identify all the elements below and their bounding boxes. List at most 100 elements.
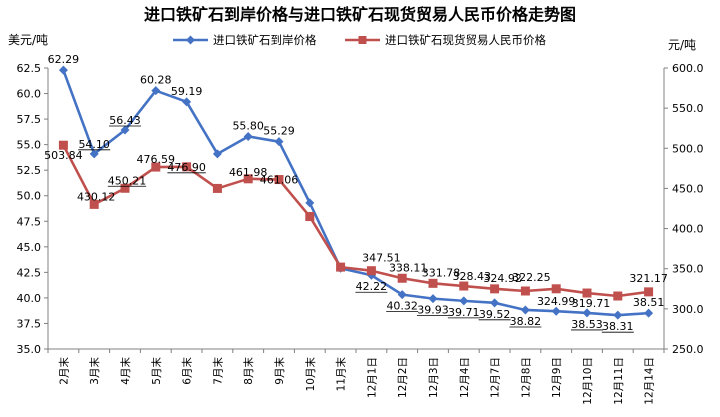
data-point-fob: [212, 149, 222, 159]
data-point-rmb: [58, 140, 68, 150]
data-point-fob: [89, 149, 99, 159]
left-tick-label: 35.0: [17, 343, 42, 356]
x-tick-label: 5月末: [150, 357, 163, 385]
data-point-rmb: [397, 273, 407, 283]
data-label-rmb: 476.59: [137, 153, 176, 166]
data-point-fob: [520, 305, 530, 315]
data-point-fob: [582, 308, 592, 318]
left-tick-label: 52.5: [17, 164, 42, 177]
data-label-rmb: 324.92: [483, 272, 522, 285]
left-tick-label: 42.5: [17, 266, 42, 279]
data-label-fob: 39.93: [417, 304, 449, 317]
data-label-fob: 42.22: [356, 280, 388, 293]
data-point-fob: [151, 86, 161, 96]
data-label-fob: 55.29: [263, 125, 295, 138]
data-point-rmb: [613, 291, 623, 301]
data-label-fob: 54.10: [78, 138, 110, 151]
left-tick-label: 62.5: [17, 62, 42, 75]
right-tick-label: 400.0: [672, 223, 704, 236]
x-tick-label: 4月末: [119, 357, 132, 385]
series-lines: [62, 69, 649, 317]
data-point-fob: [120, 125, 130, 135]
data-point-rmb: [120, 183, 130, 193]
data-point-fob: [613, 310, 623, 320]
legend-label-fob: 进口铁矿石到岸价格: [213, 33, 317, 47]
data-label-fob: 40.32: [386, 300, 418, 313]
data-label-fob: 60.28: [140, 74, 172, 87]
data-point-rmb: [644, 287, 654, 297]
data-label-fob: 59.19: [171, 85, 203, 98]
right-tick-label: 350.0: [672, 263, 704, 276]
left-tick-label: 57.5: [17, 113, 42, 126]
data-label-rmb: 322.25: [512, 271, 551, 284]
data-point-fob: [58, 65, 68, 75]
x-tick-label: 12月3日: [428, 357, 440, 398]
data-point-rmb: [89, 199, 99, 209]
data-point-rmb: [520, 286, 530, 296]
data-label-fob: 39.71: [448, 306, 480, 319]
x-axis-ticks: 2月末 3月末 4月末 5月末 6月末 7月末 8月末 9月末 10月末 11月末 12月1日 12月…: [47, 349, 665, 405]
data-point-rmb: [151, 162, 161, 172]
data-point-rmb: [551, 284, 561, 294]
x-tick-label: 11月末: [335, 357, 348, 392]
legend-label-rmb: 进口铁矿石现货贸易人民币价格: [385, 33, 546, 47]
left-tick-label: 45.0: [17, 241, 42, 254]
data-point-rmb: [212, 183, 222, 193]
data-point-fob: [428, 294, 438, 304]
data-label-fob: 38.51: [633, 296, 665, 309]
data-point-fob: [644, 308, 654, 318]
right-tick-label: 250.0: [672, 343, 704, 356]
data-point-rmb: [459, 281, 469, 291]
x-tick-label: 12月2日: [397, 357, 409, 398]
data-point-rmb: [428, 278, 438, 288]
x-tick-label: 12月14日: [644, 357, 656, 405]
series-line-fob-price: [62, 69, 649, 317]
chart-title: 进口铁矿石到岸价格与进口铁矿石现货贸易人民币价格走势图: [144, 5, 576, 24]
data-label-fob: 38.53: [571, 318, 603, 331]
right-tick-label: 300.0: [672, 303, 704, 316]
data-point-rmb: [582, 288, 592, 298]
data-label-rmb: 461.98: [229, 166, 268, 179]
data-label-rmb: 321.17: [629, 272, 668, 285]
left-tick-label: 47.5: [17, 215, 42, 228]
left-axis-unit: 美元/吨: [8, 33, 48, 47]
data-point-fob: [397, 290, 407, 300]
data-label-fob: 62.29: [48, 53, 80, 66]
right-tick-label: 500.0: [672, 142, 704, 155]
data-point-fob: [490, 298, 500, 308]
data-label-fob: 55.80: [232, 119, 264, 132]
left-tick-label: 60.0: [17, 88, 42, 101]
x-tick-label: 3月末: [88, 357, 101, 385]
right-axis-ticks: 250.0 300.0 350.0 400.0 450.0 500.0 550.0 600.0: [664, 62, 704, 356]
data-point-fob: [274, 137, 284, 147]
data-label-rmb: 328.43: [453, 270, 492, 283]
right-tick-label: 550.0: [672, 102, 704, 115]
data-point-rmb: [336, 262, 346, 272]
left-tick-label: 50.0: [17, 190, 42, 203]
data-label-rmb: 450.21: [108, 174, 147, 187]
left-tick-label: 40.0: [17, 292, 42, 305]
x-tick-label: 12月11日: [613, 357, 625, 405]
data-label-fob: 56.43: [109, 114, 141, 127]
data-label-rmb: 319.71: [572, 297, 611, 310]
left-axis-ticks: 35.0 37.5 40.0 42.5 45.0 47.5 50.0 52.5 55.0 57.5…: [17, 62, 48, 356]
right-axis-unit: 元/吨: [668, 38, 696, 52]
left-tick-label: 37.5: [17, 317, 42, 330]
data-point-rmb: [182, 162, 192, 172]
data-label-rmb: 476.90: [167, 161, 206, 174]
data-point-fob: [243, 131, 253, 141]
right-tick-label: 600.0: [672, 62, 704, 75]
data-point-rmb: [490, 284, 500, 294]
x-tick-label: 2月末: [57, 357, 70, 385]
legend-marker-square: [358, 36, 367, 44]
data-label-rmb: 338.11: [389, 261, 428, 274]
data-label-rmb: 331.78: [422, 266, 461, 279]
data-label-fob: 38.82: [510, 315, 542, 328]
x-tick-label: 12月7日: [490, 357, 502, 398]
x-tick-label: 12月9日: [551, 357, 563, 398]
x-tick-label: 8月末: [242, 357, 255, 385]
x-tick-label: 12月10日: [582, 357, 594, 405]
x-tick-label: 7月末: [211, 357, 224, 385]
